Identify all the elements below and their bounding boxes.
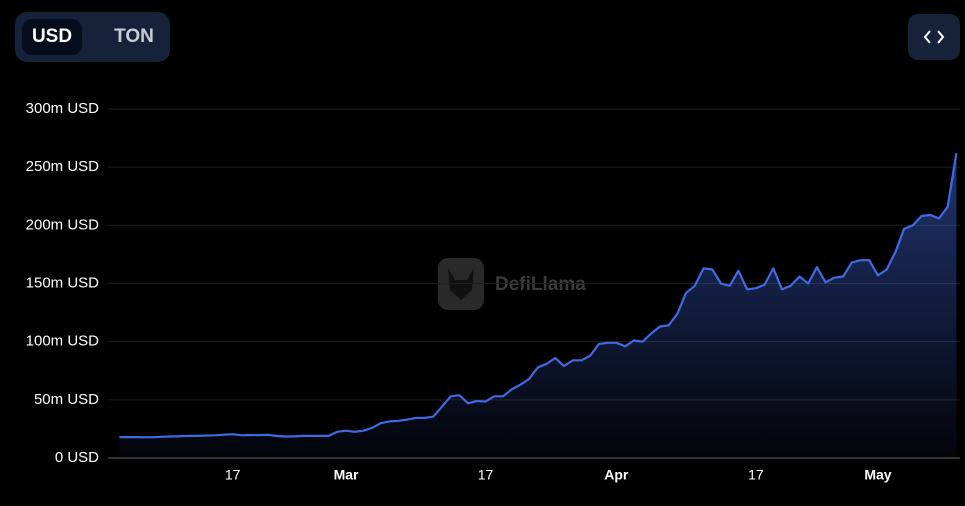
embed-button[interactable] — [908, 14, 960, 60]
y-tick-label: 250m USD — [26, 158, 100, 175]
y-tick-label: 100m USD — [26, 333, 100, 350]
x-tick-label: Apr — [604, 467, 629, 483]
y-tick-label: 200m USD — [26, 216, 100, 233]
x-tick-label: 17 — [225, 467, 241, 483]
toggle-option[interactable]: USD — [22, 19, 82, 55]
x-tick-label: Mar — [334, 467, 359, 483]
currency-toggle: USD TON — [15, 12, 170, 62]
toggle-option[interactable]: TON — [114, 26, 154, 47]
line — [119, 153, 958, 439]
watermark-text: DefiLlama — [495, 274, 586, 295]
x-tick-label: 17 — [748, 467, 764, 483]
y-tick-label: 50m USD — [34, 391, 99, 408]
x-tick-label: May — [864, 467, 891, 483]
embed-icon — [923, 30, 945, 44]
y-tick-label: 150m USD — [26, 274, 100, 291]
y-tick-label: 300m USD — [26, 100, 100, 117]
x-tick-label: 17 — [478, 467, 494, 483]
y-tick-label: 0 USD — [55, 449, 99, 466]
area — [119, 153, 957, 458]
